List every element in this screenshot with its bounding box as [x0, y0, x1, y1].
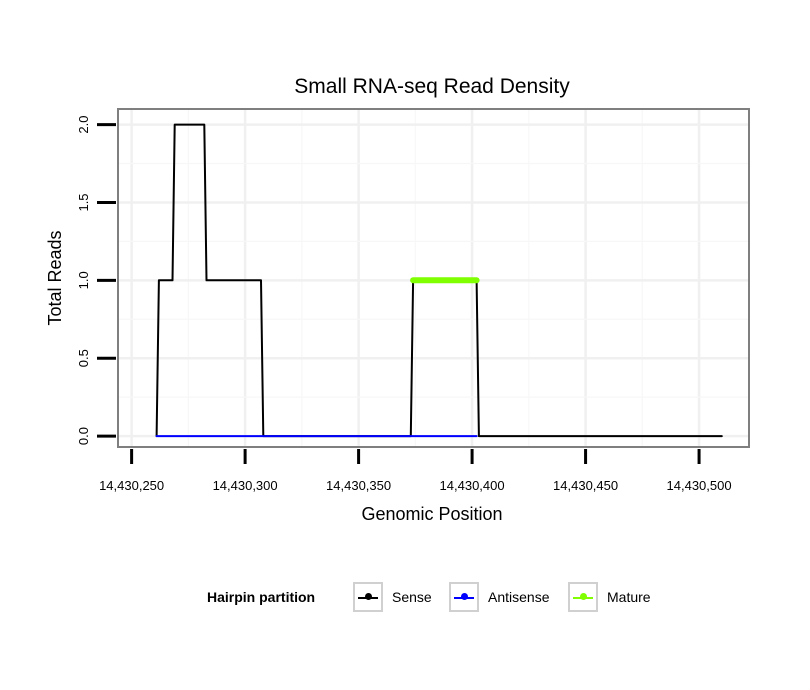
series-layer: [155, 123, 723, 438]
legend-key-antisense: [449, 582, 479, 612]
legend-key-mature: [568, 582, 598, 612]
x-tick-label: 14,430,250: [99, 478, 164, 493]
y-tick-label: 2.0: [76, 116, 91, 134]
legend-title: Hairpin partition: [207, 589, 316, 605]
y-tick-label: 0.5: [76, 349, 91, 367]
legend: Hairpin partition Sense Antisense Mature: [0, 582, 810, 614]
x-tick-label: 14,430,400: [440, 478, 505, 493]
x-tick-label: 14,430,450: [553, 478, 618, 493]
x-tick-label: 14,430,300: [213, 478, 278, 493]
chart-title: Small RNA-seq Read Density: [294, 75, 570, 98]
y-tick-label: 1.5: [76, 193, 91, 211]
y-tick-label: 0.0: [76, 427, 91, 445]
axes: 14,430,250 14,430,300 14,430,350 14,430,400…: [76, 116, 732, 493]
plot-border: [117, 108, 750, 448]
x-axis-label: Genomic Position: [361, 504, 502, 524]
legend-key-sense: [353, 582, 383, 612]
legend-label-sense: Sense: [392, 589, 432, 605]
x-tick-label: 14,430,500: [667, 478, 732, 493]
x-tick-label: 14,430,350: [326, 478, 391, 493]
y-tick-label: 1.0: [76, 271, 91, 289]
legend-label-mature: Mature: [607, 589, 651, 605]
y-axis-label: Total Reads: [45, 230, 65, 325]
legend-label-antisense: Antisense: [488, 589, 550, 605]
